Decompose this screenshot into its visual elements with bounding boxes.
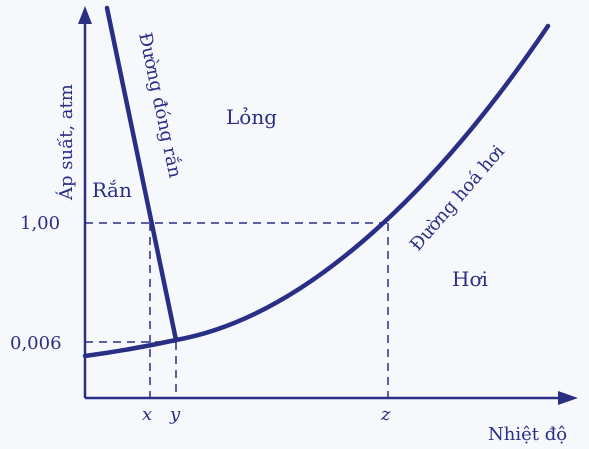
- region-solid: Rắn: [92, 178, 132, 202]
- region-liquid: Lỏng: [226, 105, 277, 129]
- tick-x: x: [142, 404, 152, 425]
- x-axis-label: Nhiệt độ: [488, 424, 567, 445]
- melting-curve: [104, 5, 179, 343]
- x-axis-arrow-icon: [558, 391, 578, 405]
- tick-triple-pressure: 0,006: [10, 333, 62, 354]
- melting-curve-label: Đường đóng rắn: [134, 30, 186, 180]
- region-vapor: Hơi: [452, 267, 488, 291]
- sublimation-curve: [82, 337, 179, 359]
- y-axis-label: Áp suất, atm: [54, 84, 77, 201]
- y-axis-arrow-icon: [78, 6, 92, 24]
- tick-y: y: [169, 404, 181, 425]
- tick-1atm: 1,00: [20, 213, 60, 234]
- tick-z: z: [380, 404, 391, 425]
- vaporization-curve: [173, 23, 551, 343]
- vaporization-curve-label: Đường hoá hơi: [406, 141, 509, 255]
